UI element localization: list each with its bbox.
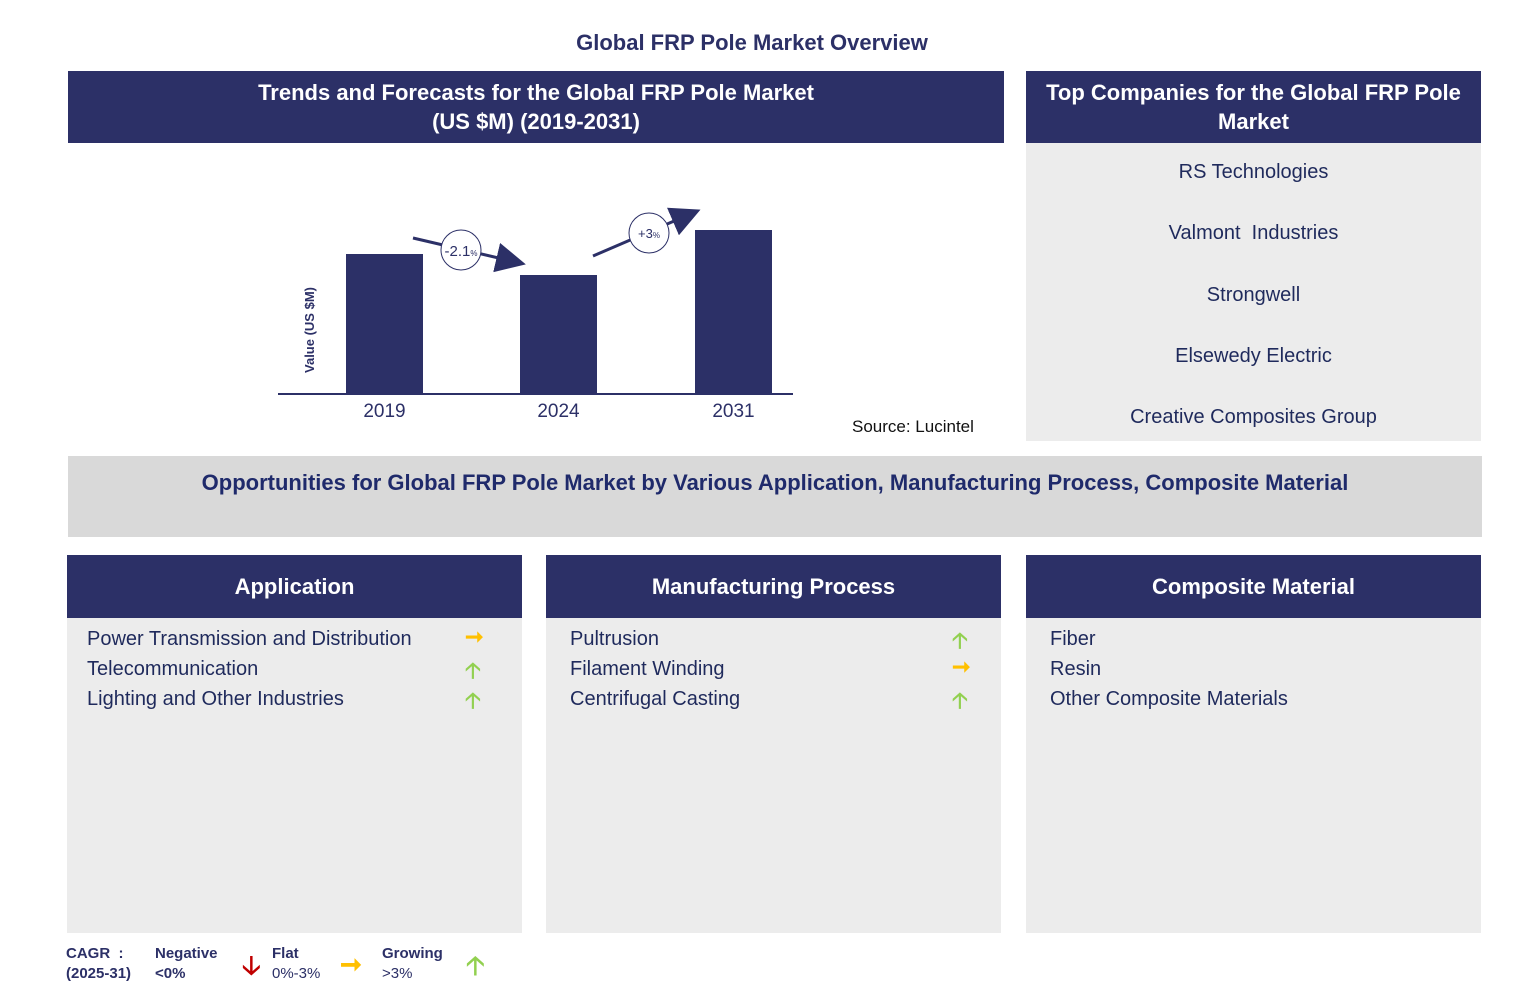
company-item: Elsewedy Electric bbox=[1175, 345, 1332, 367]
segment-panel: Power Transmission and Distribution ➞ Tele… bbox=[67, 618, 522, 933]
x-tick-label: 2019 bbox=[363, 401, 405, 422]
segment-item: Pultrusion bbox=[570, 628, 659, 650]
companies-panel: RS Technologies Valmont Industries Stron… bbox=[1026, 143, 1481, 441]
x-tick-label: 2031 bbox=[712, 401, 754, 422]
trends-header-line2: (US $M) (2019-2031) bbox=[432, 109, 640, 134]
x-tick-label: 2024 bbox=[537, 401, 580, 422]
segment-item: Lighting and Other Industries bbox=[87, 688, 344, 710]
y-axis-label: Value (US $M) bbox=[302, 287, 317, 373]
down-arrow-icon: 🡣 bbox=[242, 950, 261, 980]
svg-text:+3%: +3% bbox=[638, 226, 660, 241]
segment-item: Fiber bbox=[1050, 628, 1096, 650]
legend-growing: Growing >3% bbox=[382, 945, 443, 982]
up-arrow-icon: 🡡 bbox=[465, 688, 481, 713]
segment-item: Filament Winding bbox=[570, 658, 725, 680]
right-arrow-icon: ➞ bbox=[340, 949, 362, 979]
up-arrow-icon: 🡡 bbox=[952, 628, 968, 653]
svg-text:-2.1%: -2.1% bbox=[445, 243, 478, 260]
companies-header: Top Companies for the Global FRP Pole Ma… bbox=[1026, 71, 1481, 143]
legend-negative: Negative <0% bbox=[155, 945, 218, 982]
segment-item: Other Composite Materials bbox=[1050, 688, 1288, 710]
page-title: Global FRP Pole Market Overview bbox=[576, 30, 928, 55]
segment-header: Manufacturing Process bbox=[546, 555, 1001, 618]
bar-2019 bbox=[346, 254, 423, 393]
segment-item: Centrifugal Casting bbox=[570, 688, 741, 710]
trends-header: Trends and Forecasts for the Global FRP … bbox=[68, 71, 1004, 143]
bar-chart: Value (US $M) 2019 2024 2031 -2.1% +3% bbox=[278, 207, 793, 422]
up-arrow-icon: 🡡 bbox=[466, 950, 485, 980]
bar-2031 bbox=[695, 230, 772, 393]
company-item: RS Technologies bbox=[1178, 161, 1329, 183]
up-arrow-icon: 🡡 bbox=[465, 658, 481, 683]
segment-header: Composite Material bbox=[1026, 555, 1481, 618]
segment-item: Power Transmission and Distribution bbox=[87, 628, 412, 650]
cagr-annotation-down: -2.1% bbox=[412, 229, 526, 273]
company-item: Strongwell bbox=[1206, 284, 1301, 306]
right-arrow-icon: ➞ bbox=[465, 624, 484, 649]
segment-item: Telecommunication bbox=[87, 658, 259, 680]
right-arrow-icon: ➞ bbox=[952, 654, 971, 679]
cagr-annotation-up: +3% bbox=[592, 207, 701, 258]
trends-header-line1: Trends and Forecasts for the Global FRP … bbox=[258, 80, 814, 105]
segment-panel: Fiber Resin Other Composite Materials bbox=[1026, 618, 1481, 933]
bar-2024 bbox=[520, 275, 597, 393]
segment-panel: Pultrusion 🡡 Filament Winding ➞ Centrifugal … bbox=[546, 618, 1001, 933]
source-label: Source: Lucintel bbox=[852, 417, 974, 436]
company-item: Creative Composites Group bbox=[1130, 406, 1377, 428]
legend-flat: Flat 0%-3% bbox=[272, 945, 321, 982]
legend-cagr: CAGR : (2025-31) bbox=[66, 945, 132, 982]
segment-header: Application bbox=[67, 555, 522, 618]
segment-item: Resin bbox=[1050, 658, 1102, 680]
company-item: Valmont Industries bbox=[1168, 222, 1339, 244]
legend: CAGR : (2025-31) Negative <0% 🡣 Flat 0%-3% … bbox=[66, 945, 516, 995]
up-arrow-icon: 🡡 bbox=[952, 688, 968, 713]
opportunities-header: Opportunities for Global FRP Pole Market… bbox=[68, 456, 1482, 537]
